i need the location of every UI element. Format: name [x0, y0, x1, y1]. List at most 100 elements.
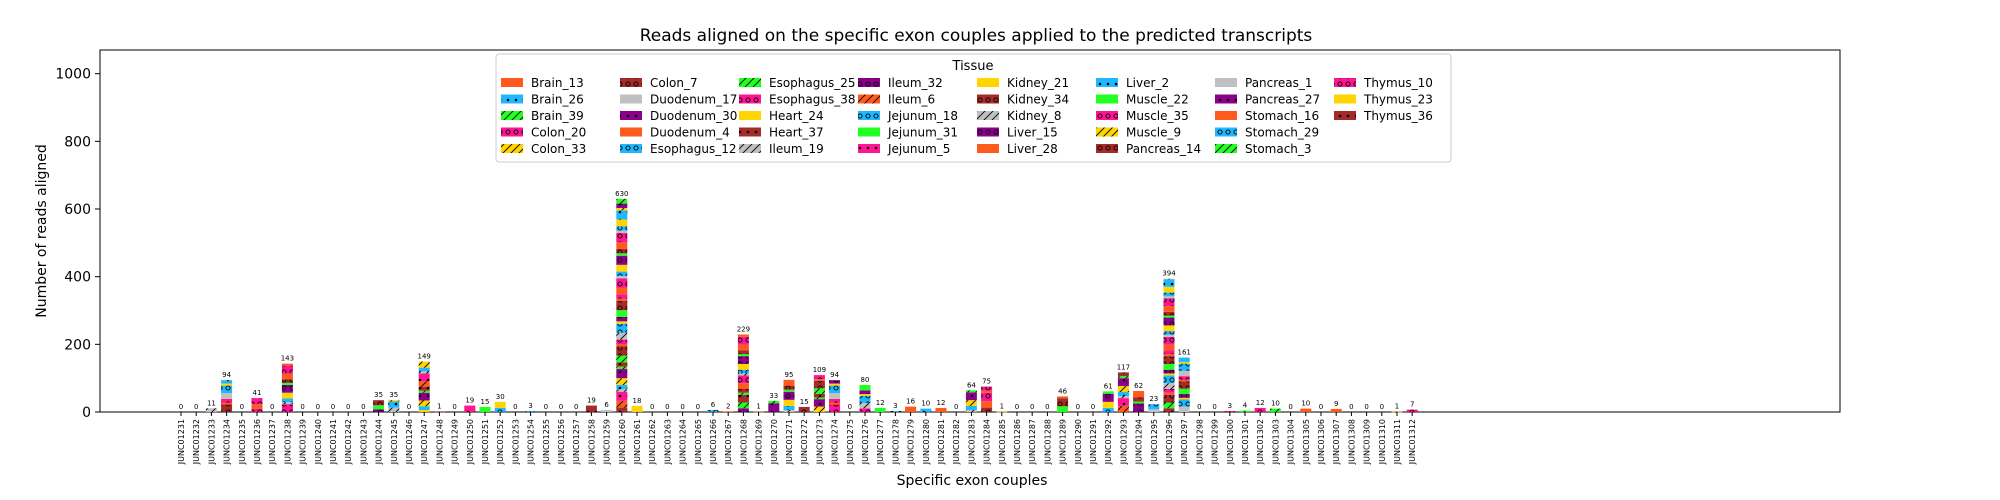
y-tick-label: 800: [64, 134, 91, 150]
bar-segment: [1178, 363, 1190, 371]
bar-JUNC01300: 3: [1224, 402, 1236, 412]
bar-JUNC01274: 94: [829, 371, 841, 412]
bar-segment: [388, 401, 400, 408]
bar-value-label: 0: [361, 403, 365, 411]
legend-label: Muscle_35: [1126, 109, 1189, 123]
bar-value-label: 0: [1076, 403, 1080, 411]
bar-value-label: 23: [1149, 395, 1158, 403]
bar-segment: [768, 400, 780, 404]
bar-value-label: 0: [407, 403, 411, 411]
bar-value-label: 161: [1178, 349, 1191, 357]
bar-segment: [418, 406, 430, 410]
bar-JUNC01289: 46: [1057, 387, 1069, 412]
bar-segment: [1117, 392, 1129, 397]
bar-value-label: 0: [1045, 403, 1049, 411]
legend-item: Jejunum_18: [858, 109, 958, 123]
y-axis: 0 200 400 600 800 1000: [55, 67, 100, 421]
legend-swatch: [620, 144, 642, 153]
legend-label: Heart_24: [769, 109, 824, 123]
legend-label: Jejunum_18: [887, 109, 958, 123]
bar-segment: [616, 346, 628, 356]
bar-segment: [829, 385, 841, 394]
legend-label: Pancreas_1: [1245, 76, 1313, 90]
bar-segment: [1163, 356, 1175, 364]
bar-segment: [616, 287, 628, 295]
bar-JUNC01285: 1: [996, 403, 1008, 413]
legend-swatch: [1215, 127, 1237, 137]
bar-segment: [616, 233, 628, 243]
bar-segment: [737, 356, 749, 364]
legend-label: Brain_13: [531, 76, 584, 90]
legend-label: Esophagus_38: [769, 93, 856, 107]
bar-segment: [281, 398, 293, 403]
x-tick-label: JUNC01268: [739, 419, 748, 465]
bar-JUNC01263: 0: [665, 403, 669, 411]
bar-JUNC01237: 0: [270, 403, 274, 411]
bar-segment: [1391, 411, 1403, 413]
legend-label: Thymus_36: [1363, 109, 1433, 123]
x-tick-label: JUNC01245: [390, 419, 399, 465]
bar-value-label: 3: [528, 402, 532, 410]
bar-segment: [829, 383, 841, 386]
bar-segment: [494, 401, 506, 408]
bar-segment: [783, 409, 795, 412]
bar-value-label: 10: [1301, 400, 1310, 408]
bar-segment: [737, 392, 749, 395]
x-tick-label: JUNC01249: [451, 419, 460, 465]
bar-value-label: 95: [785, 371, 794, 379]
legend-label: Thymus_23: [1363, 93, 1433, 107]
bar-segment: [783, 379, 795, 386]
legend-swatch: [1215, 111, 1237, 120]
legend-swatch: [739, 144, 761, 153]
bar-JUNC01301: 4: [1239, 402, 1251, 412]
legend-swatch: [858, 94, 880, 104]
x-tick-label: JUNC01244: [375, 419, 384, 465]
x-tick-label: JUNC01297: [1180, 419, 1189, 465]
legend-label: Jejunum_31: [887, 126, 958, 140]
bar-segment: [1102, 393, 1114, 402]
bar-value-label: 394: [1162, 270, 1176, 278]
bar-segment: [479, 406, 491, 412]
bar-value-label: 0: [270, 403, 274, 411]
bar-segment: [616, 219, 628, 227]
legend-item: Pancreas_1: [1215, 76, 1313, 90]
bar-segment: [221, 402, 233, 405]
x-tick-label: JUNC01292: [1104, 419, 1113, 465]
bar-value-label: 229: [737, 326, 750, 334]
legend-swatch: [1096, 111, 1118, 120]
bar-value-label: 0: [559, 403, 563, 411]
bar-value-label: 9: [1334, 400, 1338, 408]
chart-title: Reads aligned on the specific exon coupl…: [640, 26, 1313, 46]
bar-value-label: 0: [650, 403, 654, 411]
bar-value-label: 15: [800, 398, 809, 406]
bar-segment: [418, 392, 430, 401]
bar-JUNC01257: 0: [574, 403, 578, 411]
bar-JUNC01248: 1: [433, 403, 445, 413]
x-axis: JUNC01231 JUNC01232 JUNC01233 JUNC01234 JUNC…: [177, 412, 1417, 465]
legend-swatch: [1096, 78, 1118, 87]
bar-segment: [737, 375, 749, 384]
legend-label: Kidney_8: [1007, 109, 1062, 123]
legend-label: Stomach_16: [1245, 109, 1319, 123]
bar-segment: [464, 405, 476, 412]
bar-JUNC01307: 9: [1330, 400, 1342, 412]
bar-segment: [1057, 398, 1069, 407]
bar-segment: [829, 393, 841, 399]
legend-item: Ileum_32: [858, 76, 943, 90]
bar-segment: [737, 369, 749, 374]
legend-label: Colon_7: [650, 76, 698, 90]
bar-segment: [616, 391, 628, 401]
bar-value-label: 1: [437, 403, 441, 411]
x-tick-label: JUNC01239: [299, 419, 308, 465]
legend-swatch: [1215, 144, 1237, 153]
bar-JUNC01305: 10: [1300, 400, 1312, 412]
bar-segment: [1163, 392, 1175, 395]
legend-swatch: [977, 127, 999, 137]
bar-JUNC01238: 143: [281, 355, 294, 412]
bar-segment: [281, 363, 293, 366]
bar-JUNC01303: 10: [1269, 400, 1281, 412]
bar-JUNC01288: 0: [1045, 403, 1049, 411]
legend-label: Kidney_21: [1007, 76, 1069, 90]
bar-segment: [813, 406, 825, 412]
bar-segment: [1178, 357, 1190, 362]
